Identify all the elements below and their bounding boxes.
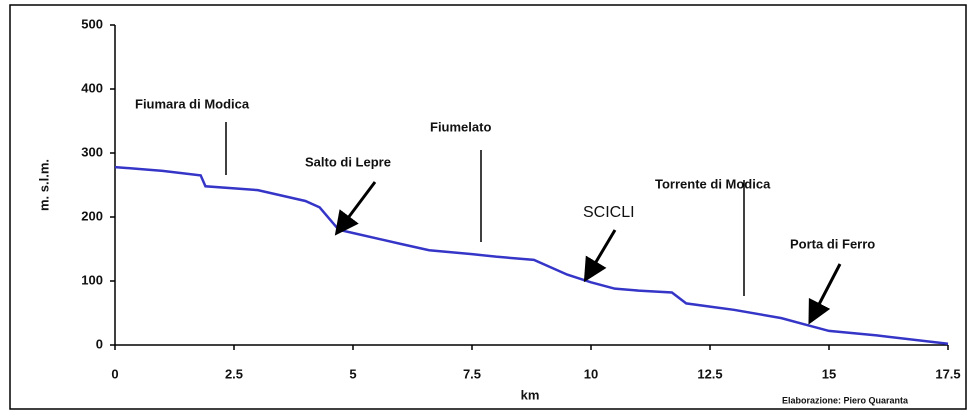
annotation-arrow (808, 263, 842, 325)
y-tick-label: 500 (81, 16, 103, 31)
frame (9, 4, 967, 410)
annotation: Porta di Ferro (790, 236, 875, 251)
y-tick-label: 300 (81, 144, 103, 159)
annotation: SCICLI (583, 204, 635, 221)
x-tick-label: 12.5 (697, 366, 722, 381)
y-tick-label: 100 (81, 272, 103, 287)
x-tick-label: 17.5 (935, 366, 960, 381)
x-tick-label: 0 (111, 366, 118, 381)
y-tick-label: 0 (96, 336, 103, 351)
annotation-arrow (583, 229, 617, 283)
y-tick-label: 400 (81, 80, 103, 95)
elevation-line (114, 165, 949, 345)
x-tick-label: 7.5 (463, 366, 481, 381)
annotation-arrow (334, 181, 377, 236)
x-axis-label: km (521, 387, 540, 402)
credit: Elaborazione: Piero Quaranta (782, 395, 909, 405)
y-tick-label: 200 (81, 208, 103, 223)
annotation: Fiumara di Modica (135, 96, 250, 111)
x-tick-label: 10 (584, 366, 598, 381)
annotation: Fiumelato (430, 119, 491, 134)
x-tick-label: 2.5 (225, 366, 243, 381)
annotation: Torrente di Modica (655, 176, 771, 191)
x-tick-label: 15 (822, 366, 836, 381)
y-axis-label: m. s.l.m. (36, 159, 51, 211)
x-tick-label: 5 (349, 366, 356, 381)
annotation: Salto di Lepre (305, 154, 391, 169)
